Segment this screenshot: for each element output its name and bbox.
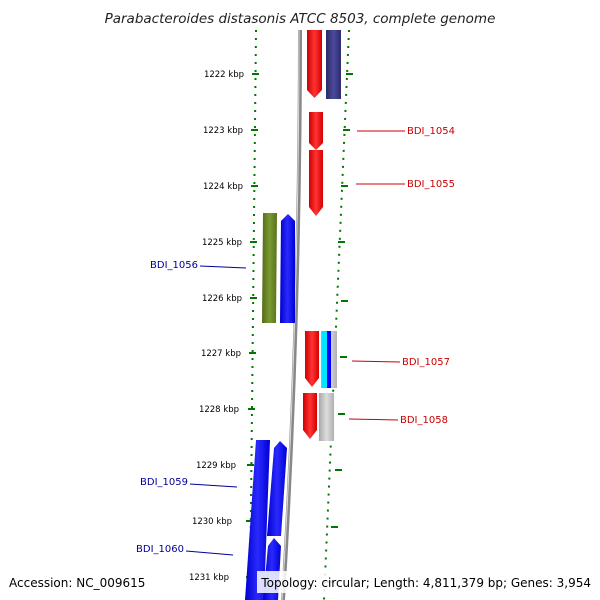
gene-bdi-1056-olive[interactable] — [262, 213, 277, 323]
tick-label: 1229 kbp — [196, 461, 236, 471]
tick-label: 1230 kbp — [192, 517, 232, 527]
tick-label: 1223 kbp — [203, 126, 243, 136]
map-title: Parabacteroides distasonis ATCC 8503, co… — [105, 11, 496, 27]
inner-track-right — [323, 29, 350, 600]
gene-label-bdi-1057[interactable]: BDI_1057 — [402, 357, 450, 368]
gene-navy[interactable] — [326, 30, 341, 99]
gene-label-bdi-1059[interactable]: BDI_1059 — [140, 477, 188, 488]
scale-ticks-right — [327, 73, 353, 583]
scale-labels: 1222 kbp 1223 kbp 1224 kbp 1225 kbp 1226… — [189, 70, 244, 583]
gene-label-bdi-1054[interactable]: BDI_1054 — [407, 126, 455, 137]
gene-bdi-1058-grey[interactable] — [319, 393, 334, 441]
gene-bdi-1059-left[interactable] — [245, 440, 270, 600]
gene-bdi-1054[interactable] — [309, 112, 323, 150]
footer-summary-bg — [257, 571, 595, 593]
tick-label: 1228 kbp — [199, 405, 239, 415]
gene-label-bdi-1055[interactable]: BDI_1055 — [407, 179, 455, 190]
gene-label-bdi-1060[interactable]: BDI_1060 — [136, 544, 184, 555]
tick-label: 1231 kbp — [189, 573, 229, 583]
gene-bdi-1059-right[interactable] — [267, 441, 287, 536]
gene-label-bdi-1058[interactable]: BDI_1058 — [400, 415, 448, 426]
label-leaders — [185, 130, 405, 556]
reverse-genes — [245, 213, 295, 600]
gene-bdi-1057-blue[interactable] — [327, 331, 331, 388]
tick-label: 1227 kbp — [201, 349, 241, 359]
accession-text: Accession: NC_009615 — [9, 576, 145, 590]
footer-accession-bg — [4, 571, 149, 593]
gene-bdi-1055[interactable] — [309, 150, 323, 216]
tick-label: 1226 kbp — [202, 294, 242, 304]
genome-backbone — [281, 29, 302, 600]
gene-bdi-1057-red[interactable] — [305, 331, 319, 387]
genome-summary-text: Topology: circular; Length: 4,811,379 bp… — [260, 576, 591, 590]
gene-bdi-1056-blue[interactable] — [280, 214, 295, 323]
forward-genes — [303, 30, 341, 441]
tick-label: 1222 kbp — [204, 70, 244, 80]
gene-label-bdi-1056[interactable]: BDI_1056 — [150, 260, 198, 271]
gene-forward[interactable] — [307, 30, 322, 98]
gene-bdi-1057-cyan[interactable] — [322, 331, 327, 388]
gene-bdi-1058-red[interactable] — [303, 393, 317, 439]
tick-label: 1225 kbp — [202, 238, 242, 248]
tick-label: 1224 kbp — [203, 182, 243, 192]
